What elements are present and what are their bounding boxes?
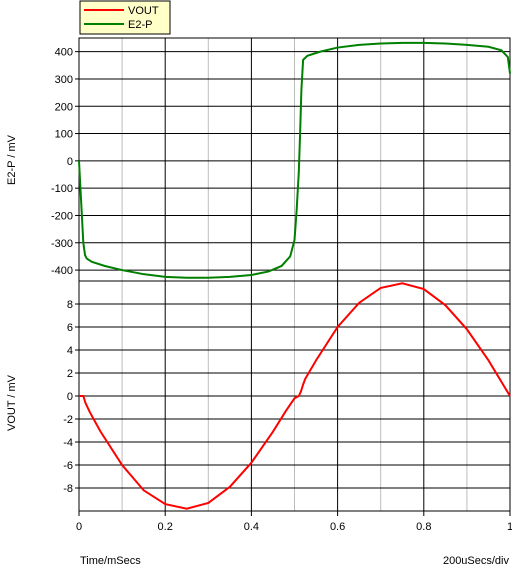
bottom-y-ticks: -8 -6 -4 -2 0 2 4 6 8 — [63, 299, 79, 495]
x-tick-label: 0.6 — [330, 521, 345, 533]
x-ticks: 0 0.2 0.4 0.6 0.8 1 — [76, 511, 512, 533]
bottom-y-tick-label: 0 — [67, 391, 73, 403]
top-y-tick-label: 200 — [55, 101, 73, 113]
bottom-grid — [79, 281, 510, 511]
series-line-e2p — [78, 41, 511, 279]
legend: VOUT E2-P — [79, 0, 171, 35]
top-y-tick-label: -400 — [51, 265, 73, 277]
top-y-tick-label: -300 — [51, 238, 73, 250]
panel-vout: -8 -6 -4 -2 0 2 4 6 8 0 0.2 0.4 0.6 0.8 1 VOUT / mV — [6, 280, 512, 533]
x-tick-label: 0 — [76, 521, 82, 533]
bottom-y-tick-label: -4 — [63, 437, 73, 449]
bottom-y-tick-label: -8 — [63, 483, 73, 495]
x-axis-label: Time/mSecs — [80, 555, 141, 567]
legend-label-vout: VOUT — [128, 5, 159, 17]
top-y-tick-label: 300 — [55, 74, 73, 86]
x-tick-label: 0.8 — [416, 521, 431, 533]
scale-label: 200uSecs/div — [443, 555, 510, 567]
x-tick-label: 0.4 — [244, 521, 259, 533]
top-y-tick-label: 0 — [67, 156, 73, 168]
x-tick-label: 0.2 — [158, 521, 173, 533]
bottom-y-tick-label: 4 — [67, 345, 73, 357]
top-y-ticks: -400 -300 -200 -100 0 100 200 300 400 — [51, 47, 79, 277]
top-y-tick-label: -100 — [51, 183, 73, 195]
legend-box — [79, 0, 171, 35]
bottom-y-tick-label: 2 — [67, 368, 73, 380]
top-y-axis-label: E2-P / mV — [6, 134, 18, 185]
bottom-y-tick-label: 8 — [67, 299, 73, 311]
panel-e2p: -400 -300 -200 -100 0 100 200 300 400 E2-P / mV — [6, 37, 511, 282]
series-line-vout — [79, 282, 511, 510]
top-y-tick-label: -200 — [51, 210, 73, 222]
legend-label-e2p: E2-P — [128, 19, 152, 31]
bottom-y-axis-label: VOUT / mV — [6, 374, 18, 431]
top-y-tick-label: 100 — [55, 129, 73, 141]
top-grid — [79, 38, 510, 281]
bottom-y-tick-label: -2 — [63, 414, 73, 426]
x-tick-label: 1 — [507, 521, 512, 533]
bottom-y-tick-label: 6 — [67, 322, 73, 334]
top-y-tick-label: 400 — [55, 47, 73, 59]
bottom-y-tick-label: -6 — [63, 460, 73, 472]
